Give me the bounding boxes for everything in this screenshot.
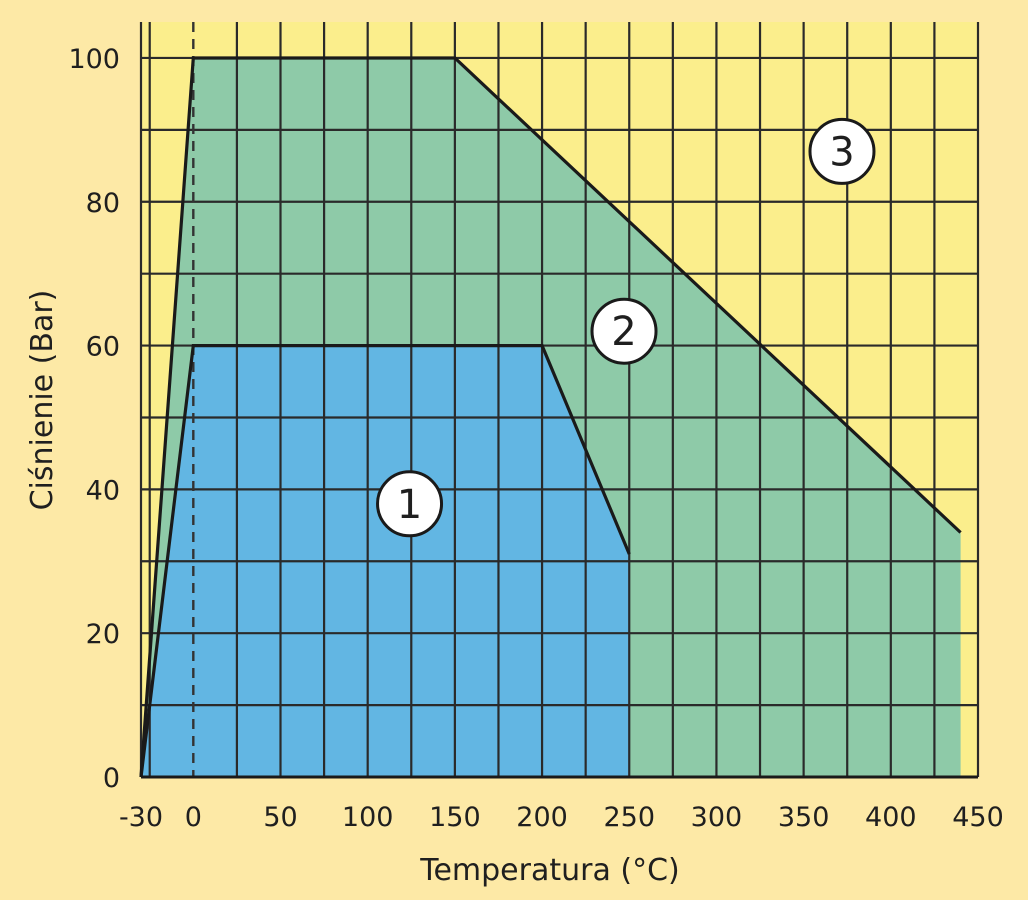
x-tick-label: 150 — [429, 802, 481, 833]
y-tick-label: 60 — [86, 332, 120, 363]
x-tick-label: 350 — [778, 802, 830, 833]
x-tick-label: 400 — [865, 802, 917, 833]
region-badge-1 — [376, 470, 444, 538]
y-tick-label: 40 — [86, 475, 120, 506]
region-badge-3 — [808, 117, 876, 185]
x-axis-ticks: -30 0 50 100 150 200 250 300 350 400 450 — [119, 802, 1004, 833]
plot-area: 1 2 3 — [139, 22, 980, 779]
region-badge-2 — [590, 297, 658, 365]
x-tick-label: 100 — [342, 802, 394, 833]
y-tick-label: 0 — [103, 763, 120, 794]
region-label-1: 1 — [397, 482, 422, 528]
x-tick-label: 300 — [691, 802, 743, 833]
region-label-3: 3 — [829, 129, 854, 175]
x-tick-label: 200 — [516, 802, 568, 833]
region-label-2: 2 — [611, 309, 636, 355]
y-tick-label: 100 — [68, 44, 120, 75]
x-axis-title: Temperatura (°C) — [419, 853, 680, 888]
y-tick-label: 80 — [86, 188, 120, 219]
x-tick-label: 0 — [185, 802, 202, 833]
x-tick-label: -30 — [119, 802, 163, 833]
y-axis-ticks: 0 20 40 60 80 100 — [68, 44, 120, 794]
x-tick-label: 450 — [952, 802, 1004, 833]
region-outline-1 — [139, 344, 631, 778]
y-tick-label: 20 — [86, 619, 120, 650]
y-axis-title: Ciśnienie (Bar) — [25, 290, 60, 511]
region-outline-2 — [139, 56, 962, 778]
x-tick-label: 50 — [263, 802, 297, 833]
x-tick-label: 250 — [603, 802, 655, 833]
